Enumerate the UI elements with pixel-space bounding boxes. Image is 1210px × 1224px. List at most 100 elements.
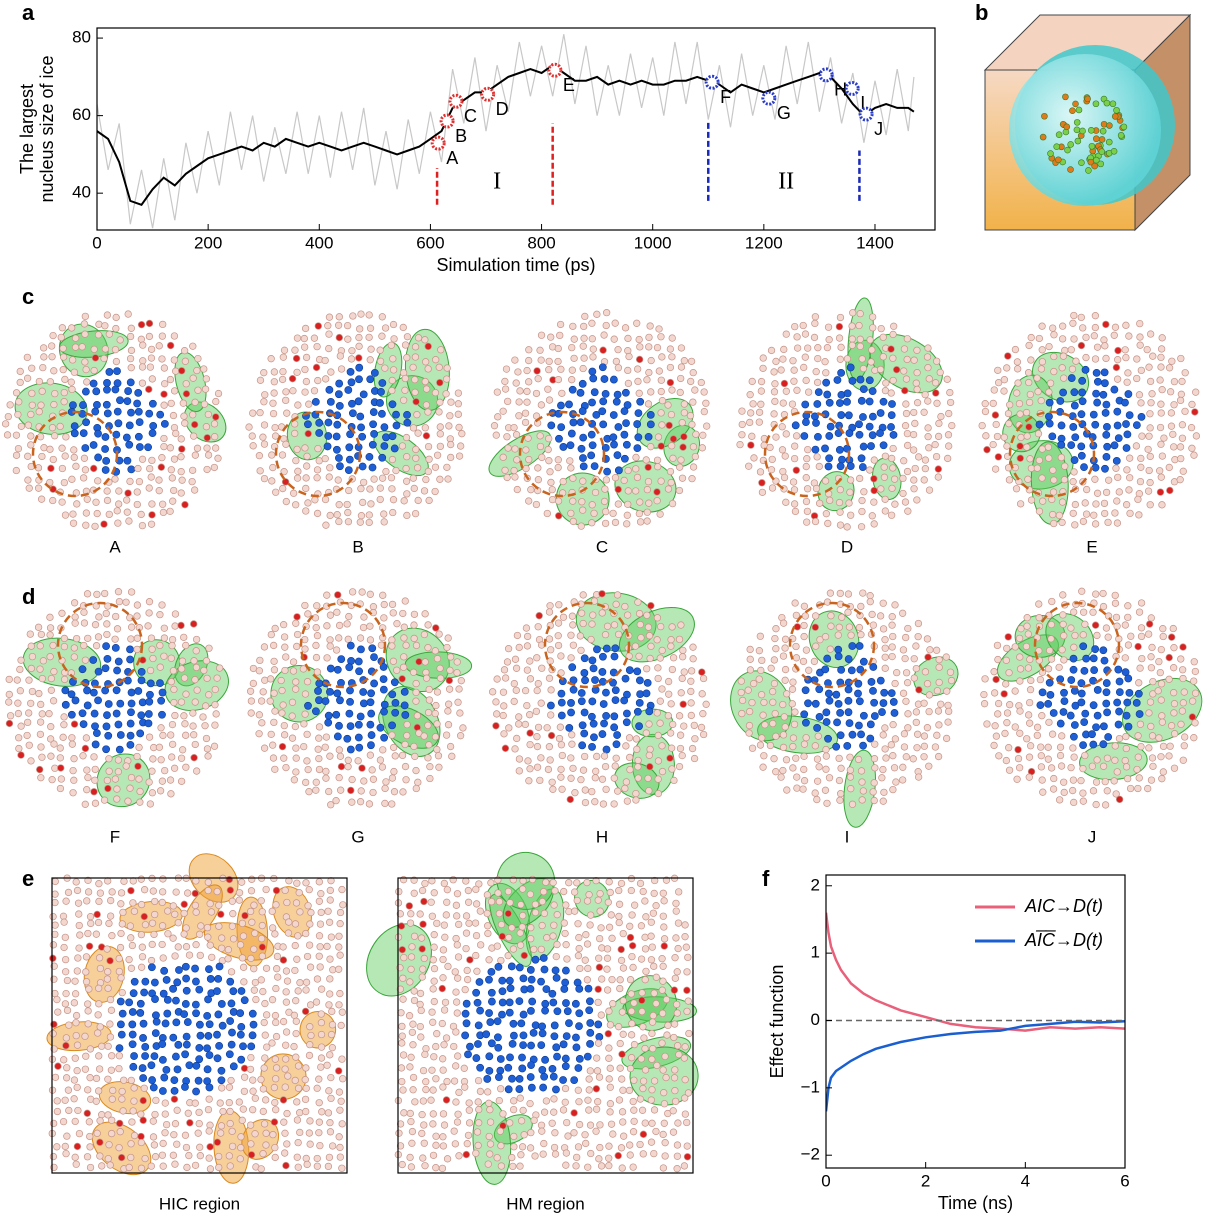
water-atom bbox=[159, 602, 166, 609]
water-atom bbox=[396, 1130, 403, 1137]
water-atom bbox=[828, 612, 835, 619]
water-atom bbox=[1156, 735, 1163, 742]
water-atom bbox=[905, 711, 912, 718]
ice-atom bbox=[587, 1029, 594, 1036]
water-atom bbox=[984, 446, 991, 453]
water-atom bbox=[93, 931, 100, 938]
water-atom bbox=[1190, 734, 1197, 741]
water-atom bbox=[48, 753, 55, 760]
water-atom bbox=[847, 767, 854, 774]
water-atom bbox=[60, 1057, 67, 1064]
water-atom bbox=[1112, 324, 1119, 331]
water-atom bbox=[547, 757, 554, 764]
water-atom bbox=[545, 366, 552, 373]
water-atom bbox=[280, 1119, 287, 1126]
water-atom bbox=[914, 731, 921, 738]
water-atom bbox=[178, 666, 185, 673]
water-atom bbox=[359, 499, 366, 506]
water-atom bbox=[50, 456, 57, 463]
water-atom bbox=[500, 712, 507, 719]
water-atom bbox=[203, 735, 210, 742]
water-atom bbox=[538, 946, 545, 953]
water-atom bbox=[73, 463, 80, 470]
water-atom bbox=[293, 1054, 300, 1061]
water-atom bbox=[639, 1107, 646, 1114]
water-atom bbox=[654, 1062, 661, 1069]
water-atom bbox=[97, 890, 104, 897]
water-atom bbox=[306, 886, 313, 893]
water-atom bbox=[355, 757, 362, 764]
water-atom bbox=[570, 518, 577, 525]
water-atom bbox=[780, 653, 787, 660]
ice-atom bbox=[555, 435, 562, 442]
water-atom bbox=[205, 1106, 212, 1113]
water-atom bbox=[990, 400, 997, 407]
ice-atom bbox=[183, 1041, 190, 1048]
water-atom bbox=[547, 334, 554, 341]
water-atom bbox=[172, 1161, 179, 1168]
water-atom bbox=[935, 474, 942, 481]
water-atom bbox=[1138, 400, 1145, 407]
water-atom bbox=[773, 645, 780, 652]
water-atom bbox=[87, 1046, 94, 1053]
water-atom bbox=[205, 753, 212, 760]
water-atom bbox=[423, 1045, 430, 1052]
ice-atom bbox=[161, 1074, 168, 1081]
ice-atom bbox=[538, 1041, 545, 1048]
water-atom bbox=[270, 410, 277, 417]
water-atom bbox=[306, 1023, 313, 1030]
water-atom bbox=[656, 326, 663, 333]
water-atom bbox=[1015, 380, 1022, 387]
ice-atom bbox=[207, 975, 214, 982]
ice-atom bbox=[495, 1074, 502, 1081]
water-atom bbox=[571, 1129, 578, 1136]
water-atom bbox=[911, 675, 918, 682]
water-atom bbox=[452, 1141, 459, 1148]
water-atom bbox=[333, 797, 340, 804]
water-atom bbox=[412, 510, 419, 517]
water-atom bbox=[410, 364, 417, 371]
water-atom bbox=[1038, 366, 1045, 373]
ice-atom bbox=[230, 1008, 237, 1015]
water-atom bbox=[73, 635, 80, 642]
water-atom bbox=[279, 710, 286, 717]
water-atom bbox=[780, 468, 787, 475]
water-atom bbox=[301, 335, 308, 342]
water-atom bbox=[849, 801, 856, 808]
water-atom bbox=[446, 423, 453, 430]
water-atom bbox=[401, 635, 408, 642]
water-atom bbox=[411, 933, 418, 940]
water-atom bbox=[447, 454, 454, 461]
water-atom bbox=[1146, 467, 1153, 474]
water-atom bbox=[676, 713, 683, 720]
ice-atom bbox=[857, 731, 864, 738]
water-atom bbox=[871, 521, 878, 528]
water-atom bbox=[1169, 358, 1176, 365]
water-atom bbox=[104, 488, 111, 495]
water-atom bbox=[790, 679, 797, 686]
water-atom bbox=[669, 354, 676, 361]
water-atom bbox=[281, 1150, 288, 1157]
water-atom bbox=[648, 919, 655, 926]
water-atom bbox=[684, 1143, 691, 1150]
water-atom bbox=[590, 346, 597, 353]
water-atom bbox=[389, 456, 396, 463]
water-atom bbox=[172, 611, 179, 618]
water-atom bbox=[345, 763, 352, 770]
y-tick-label: 1 bbox=[811, 943, 820, 962]
water-atom bbox=[439, 1055, 446, 1062]
water-atom bbox=[112, 613, 119, 620]
water-atom bbox=[568, 632, 575, 639]
water-atom bbox=[335, 1068, 342, 1075]
water-atom bbox=[412, 455, 419, 462]
water-atom bbox=[207, 900, 214, 907]
water-atom bbox=[229, 898, 236, 905]
water-atom bbox=[281, 732, 288, 739]
water-atom bbox=[47, 614, 54, 621]
water-atom bbox=[1102, 802, 1109, 809]
bond-node bbox=[1088, 127, 1094, 133]
water-atom bbox=[535, 375, 542, 382]
water-atom bbox=[97, 1153, 104, 1160]
snapshot-label: G bbox=[777, 103, 791, 123]
water-atom bbox=[282, 397, 289, 404]
